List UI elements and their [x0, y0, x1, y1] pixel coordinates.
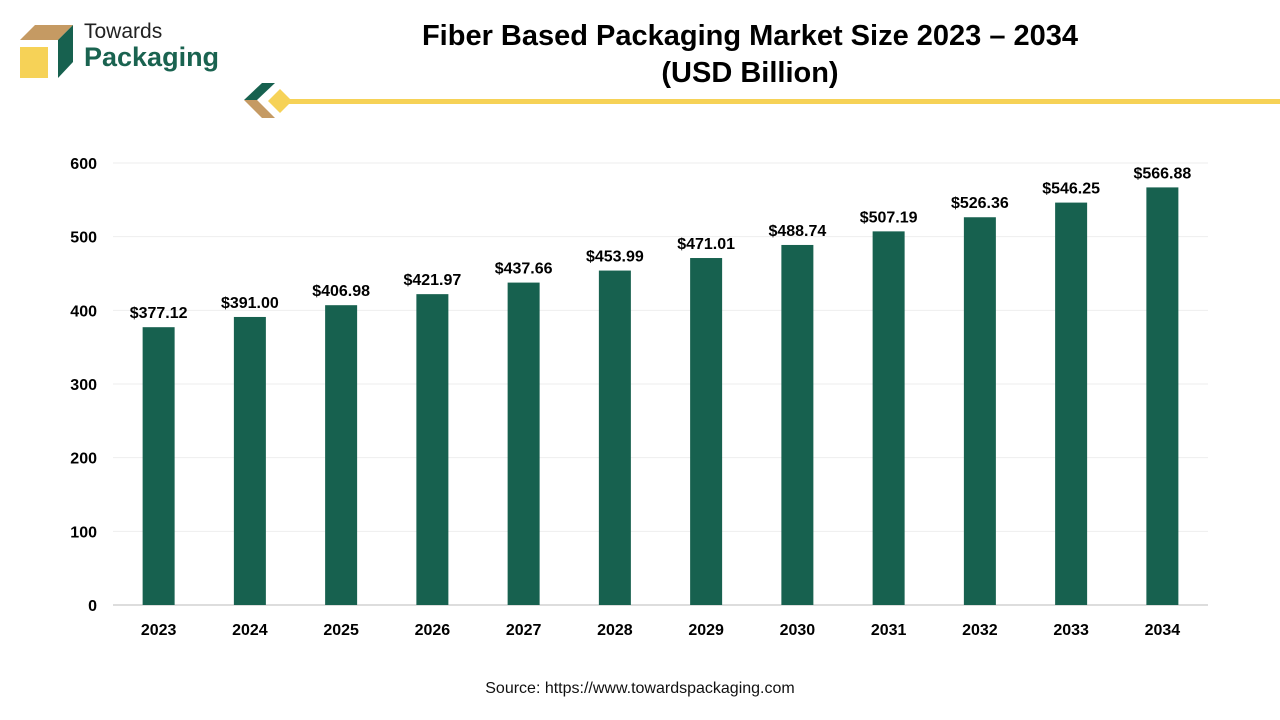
x-tick-label: 2026 [415, 622, 451, 639]
data-label: $526.36 [951, 195, 1009, 212]
title-ornament [244, 83, 1280, 118]
bar-2027 [507, 282, 540, 605]
bar-2024 [233, 316, 266, 605]
brand-name-line1: Towards [84, 20, 163, 43]
x-tick-label: 2029 [688, 622, 724, 639]
x-tick-label: 2031 [871, 622, 907, 639]
x-tick-label: 2032 [962, 622, 998, 639]
data-label: $391.00 [221, 295, 279, 312]
bar-2034 [1146, 187, 1179, 605]
bar-2033 [1055, 202, 1088, 606]
y-tick-label: 100 [70, 524, 97, 541]
data-label: $421.97 [403, 272, 461, 289]
data-label: $471.01 [677, 236, 735, 253]
y-tick-label: 200 [70, 451, 97, 468]
y-tick-label: 600 [70, 156, 97, 173]
x-tick-label: 2033 [1053, 622, 1089, 639]
bar-2030 [781, 244, 814, 605]
x-tick-label: 2030 [780, 622, 816, 639]
bar-2032 [963, 217, 996, 605]
data-label: $377.12 [130, 305, 188, 322]
data-label: $453.99 [586, 249, 644, 266]
y-tick-label: 300 [70, 377, 97, 394]
y-tick-label: 0 [88, 598, 97, 615]
bar-2026 [416, 294, 449, 605]
chart-title: Fiber Based Packaging Market Size 2023 –… [340, 18, 1160, 92]
data-label: $437.66 [495, 261, 553, 278]
data-label: $566.88 [1133, 165, 1191, 182]
x-tick-label: 2023 [141, 622, 177, 639]
data-label: $507.19 [860, 209, 918, 226]
x-tick-label: 2024 [232, 622, 268, 639]
x-tick-label: 2028 [597, 622, 633, 639]
bar-2025 [325, 305, 358, 605]
brand-name-line2: Packaging [84, 42, 220, 72]
bar-2023 [142, 327, 175, 605]
x-tick-label: 2025 [323, 622, 359, 639]
data-label: $488.74 [768, 223, 826, 240]
title-line1: Fiber Based Packaging Market Size 2023 –… [421, 20, 1079, 52]
data-label: $546.25 [1042, 181, 1100, 198]
x-tick-label: 2027 [506, 622, 542, 639]
source-note: Source: https://www.towardspackaging.com [485, 680, 795, 697]
title-line2: (USD Billion) [661, 57, 839, 89]
x-tick-label: 2034 [1145, 622, 1181, 639]
bar-2029 [690, 258, 723, 605]
data-label: $406.98 [312, 283, 370, 300]
bar-2028 [598, 270, 631, 605]
y-tick-label: 500 [70, 230, 97, 247]
bar-2031 [872, 231, 905, 605]
y-tick-label: 400 [70, 303, 97, 320]
logo [20, 25, 73, 78]
